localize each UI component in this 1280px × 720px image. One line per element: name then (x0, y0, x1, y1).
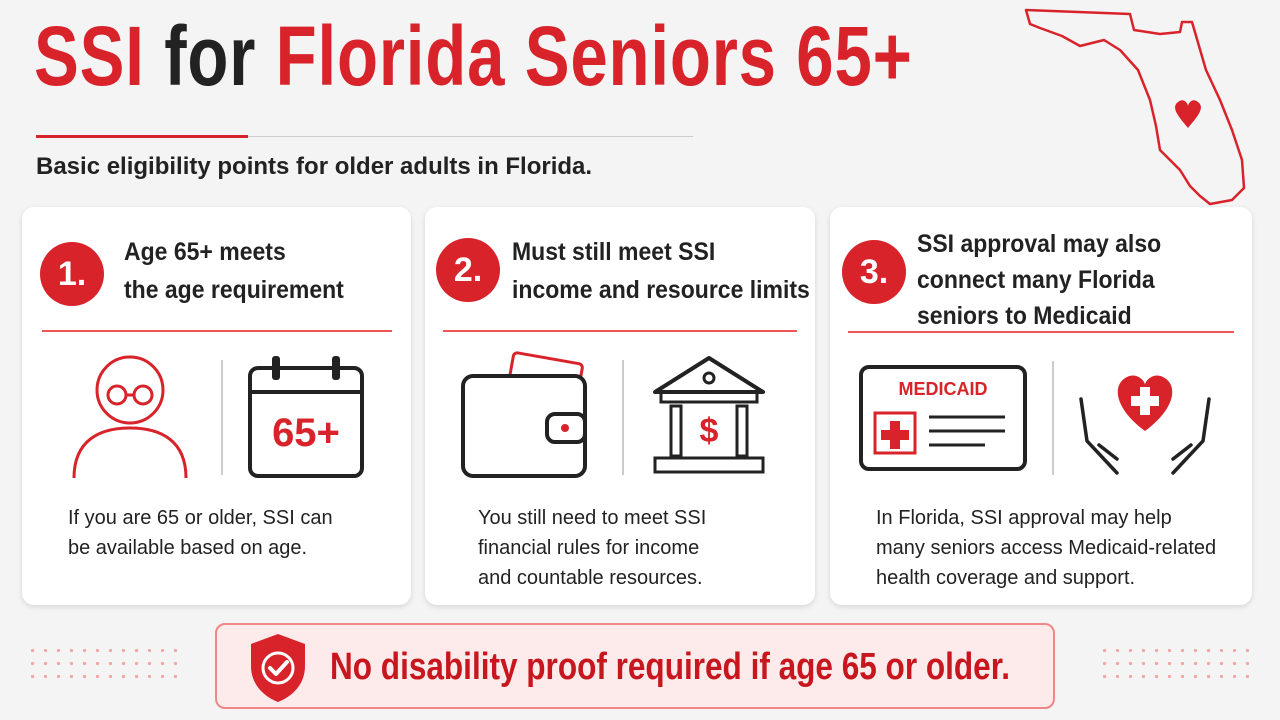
card-body-line: many seniors access Medicaid-related (876, 537, 1217, 559)
card-number: 2. (436, 238, 500, 302)
card-body: You still need to meet SSI financial rule… (478, 503, 706, 593)
icon-text: $ (700, 412, 719, 450)
title: SSI for Florida Seniors 65+ (34, 8, 913, 105)
icon-text: MEDICAID (899, 379, 988, 399)
card-title-line: the age requirement (124, 276, 344, 304)
decor-dots (26, 644, 186, 688)
decor-dots (1098, 644, 1258, 688)
footer-text: No disability proof required if age 65 o… (330, 646, 1010, 688)
title-part: SSI (34, 9, 145, 103)
rule (36, 135, 248, 138)
card-title-line: SSI approval may also (917, 230, 1162, 258)
icons: 65+ (72, 355, 364, 479)
card-body: In Florida, SSI approval may help many se… (876, 503, 1216, 593)
card-body-line: In Florida, SSI approval may help (876, 507, 1172, 529)
florida-map (1024, 8, 1246, 206)
card-body-line: financial rules for income (478, 537, 700, 559)
card-title: Age 65+ meets the age requirement (124, 233, 344, 309)
footer-banner (215, 623, 1055, 709)
title-part: Florida Seniors 65+ (275, 9, 913, 103)
card-title-line: Age 65+ meets (124, 238, 286, 266)
title-part: for (164, 9, 257, 103)
card-number: 1. (40, 242, 104, 306)
card-title: SSI approval may also connect many Florid… (917, 226, 1161, 334)
card-body-line: You still need to meet SSI (478, 507, 707, 529)
card-body-line: and countable resources. (478, 567, 703, 589)
card-title-line: connect many Florida (917, 266, 1155, 294)
separator (848, 331, 1234, 333)
rule (248, 136, 693, 137)
card-title: Must still meet SSI income and resource l… (512, 233, 810, 309)
icon-text: 65+ (272, 411, 340, 455)
card-number: 3. (842, 240, 906, 304)
card-title-line: Must still meet SSI (512, 238, 716, 266)
icons: MEDICAID (859, 361, 1211, 475)
separator (42, 330, 392, 332)
shield-icon (251, 634, 305, 702)
icons: $ (461, 351, 765, 478)
subtitle: Basic eligibility points for older adult… (36, 153, 593, 180)
card-body-line: health coverage and support. (876, 567, 1136, 589)
card-body-line: be available based on age. (68, 537, 308, 559)
card-body: If you are 65 or older, SSI can be availa… (68, 503, 333, 563)
separator (443, 330, 797, 332)
card-title-line: seniors to Medicaid (917, 302, 1132, 330)
card-body-line: If you are 65 or older, SSI can (68, 507, 333, 529)
card-title-line: income and resource limits (512, 276, 810, 304)
